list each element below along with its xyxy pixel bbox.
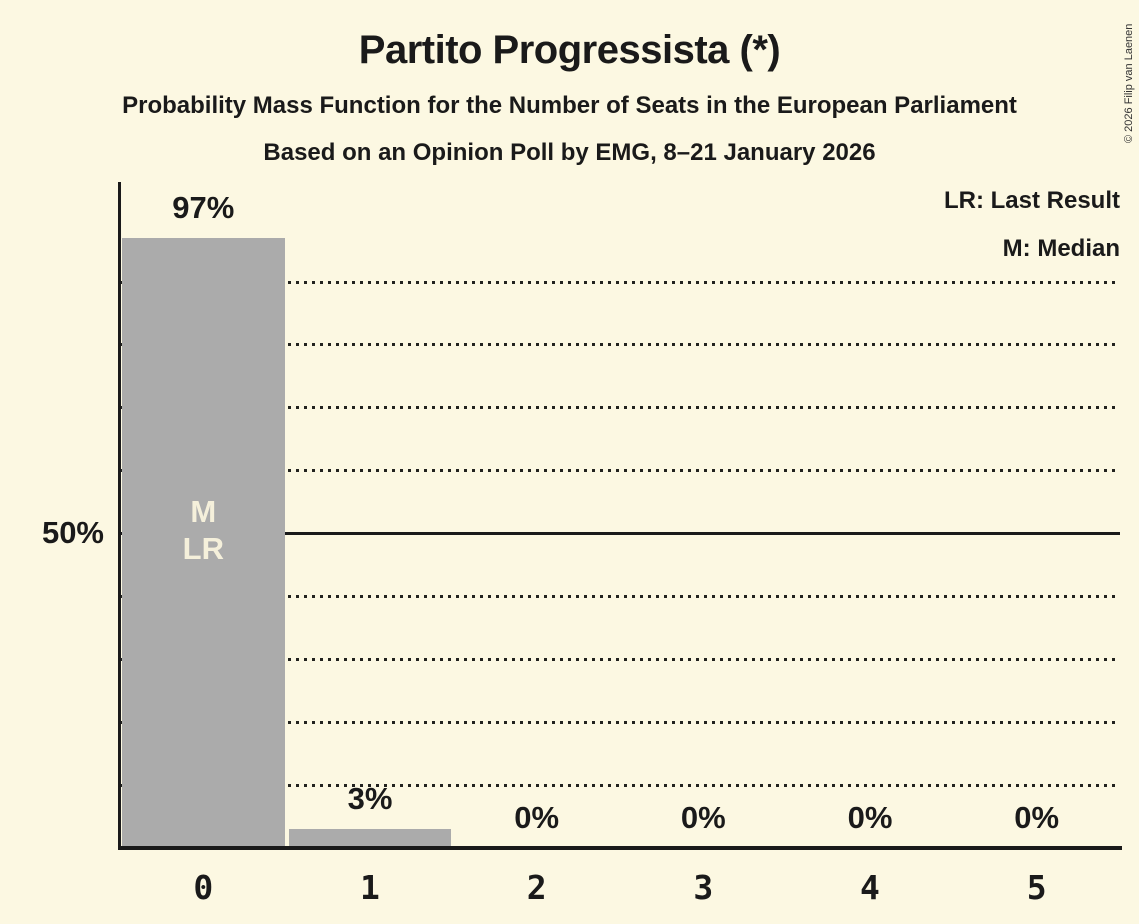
x-tick-label-0: 0 (193, 868, 214, 907)
chart-poll-source-line: Based on an Opinion Poll by EMG, 8–21 Ja… (263, 139, 876, 166)
bar-value-label-3: 0% (680, 800, 726, 835)
x-tick-label-5: 5 (1026, 868, 1047, 907)
x-tick-label-3: 3 (693, 868, 714, 907)
gridline-dotted (120, 406, 1120, 410)
gridline-dotted (120, 720, 1120, 724)
bar-seats-0 (122, 238, 285, 848)
gridline-50-solid (120, 532, 1120, 536)
x-tick-label-1: 1 (360, 868, 380, 907)
y-axis-line (118, 182, 121, 850)
gridline-dotted (120, 343, 1120, 347)
chart-subtitle: Probability Mass Function for the Number… (122, 92, 1017, 119)
copyright-text: © 2026 Filip van Laenen (1123, 23, 1135, 143)
y-axis-50-percent-label: 50% (41, 515, 104, 550)
bar-value-label-2: 0% (514, 800, 560, 835)
legend-last-result-label: LR: Last Result (943, 187, 1120, 214)
bar-value-label-4: 0% (847, 800, 893, 835)
legend-median-label: M: Median (1002, 235, 1120, 262)
chart-title: Partito Progressista (*) (358, 28, 781, 72)
x-tick-label-2: 2 (526, 868, 547, 907)
plot-area: 97% 0 3% 1 0% 2 0% 3 0% 4 0% 5 M LR (120, 182, 1120, 907)
gridline-dotted (120, 657, 1120, 661)
gridline-dotted (120, 594, 1120, 598)
gridline-dotted (120, 783, 1120, 787)
gridline-dotted (120, 280, 1120, 284)
x-axis-line (118, 846, 1122, 850)
bar-seats-1 (288, 829, 452, 848)
x-tick-label-4: 4 (860, 868, 880, 907)
bar-value-label-0: 97% (172, 190, 235, 226)
gridline-dotted (120, 469, 1120, 473)
bar-value-label-5: 0% (1014, 800, 1060, 835)
bar-value-label-1: 3% (347, 781, 393, 817)
median-last-result-annotation: M LR (182, 494, 224, 566)
